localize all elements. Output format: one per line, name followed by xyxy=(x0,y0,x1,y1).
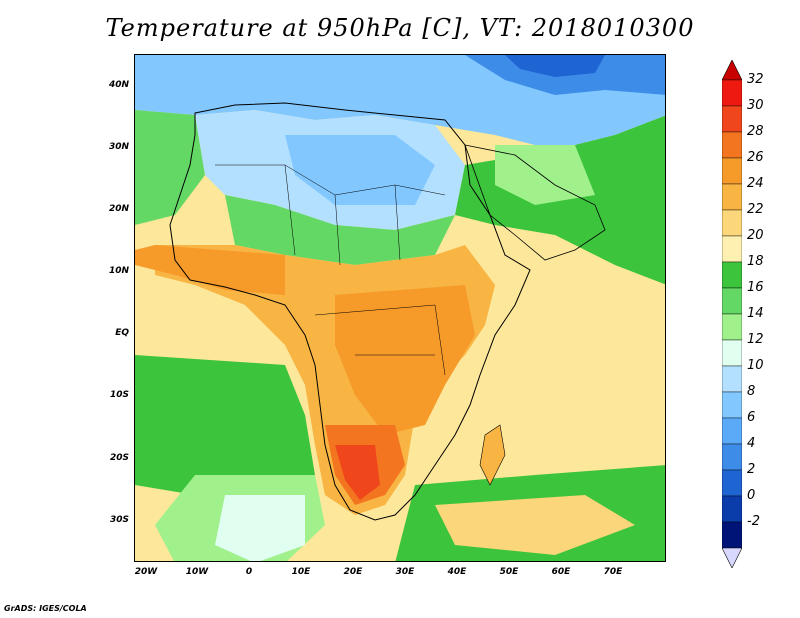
temperature-map xyxy=(134,54,666,562)
kalahari-hottest xyxy=(335,445,380,500)
colorbar-segment xyxy=(722,313,742,341)
central-hot xyxy=(335,285,475,435)
lon-label-30e: 30E xyxy=(395,567,415,577)
colorbar-segment xyxy=(722,339,742,367)
colorbar-label: 28 xyxy=(747,124,764,139)
colorbar-over-arrow xyxy=(722,60,742,81)
colorbar-label: 18 xyxy=(747,254,764,269)
south-atlantic-pale xyxy=(215,495,305,561)
lat-label-10s: 10S xyxy=(109,390,129,400)
colorbar-label: 20 xyxy=(747,228,764,243)
colorbar-label: 10 xyxy=(747,358,764,373)
colorbar xyxy=(722,60,742,568)
madagascar xyxy=(479,424,506,486)
lat-label-10n: 10N xyxy=(108,266,129,276)
colorbar-segment xyxy=(722,105,742,133)
colorbar-label: 8 xyxy=(747,384,756,399)
lon-label-10e: 10E xyxy=(291,567,311,577)
colorbar-label: 24 xyxy=(747,176,764,191)
colorbar-segment xyxy=(722,183,742,211)
lon-label-20w: 20W xyxy=(134,567,158,577)
colorbar-segment xyxy=(722,79,742,107)
colorbar-label: 16 xyxy=(747,280,764,295)
colorbar-label: 14 xyxy=(747,306,764,321)
colorbar-label: 22 xyxy=(747,202,764,217)
colorbar-segment xyxy=(722,157,742,185)
colorbar-label: 4 xyxy=(747,436,756,451)
colorbar-under-arrow xyxy=(722,547,742,568)
lat-label-30s: 30S xyxy=(109,515,129,525)
map-svg xyxy=(135,55,665,561)
atlantic-green-north xyxy=(135,110,205,225)
lon-label-50e: 50E xyxy=(499,567,519,577)
arabia-light xyxy=(495,145,595,205)
south-atlantic-green xyxy=(135,355,315,495)
lon-label-70e: 70E xyxy=(603,567,623,577)
colorbar-segment xyxy=(722,495,742,523)
arabia-coastline xyxy=(464,144,606,261)
lat-label-30n: 30N xyxy=(108,142,129,152)
colorbar-label: 32 xyxy=(747,72,764,87)
lon-label-40e: 40E xyxy=(447,567,467,577)
colorbar-segment xyxy=(722,443,742,471)
colorbar-label: 12 xyxy=(747,332,764,347)
lat-label-40n: 40N xyxy=(108,80,129,90)
lon-label-0: 0 xyxy=(245,567,253,577)
lat-label-eq: EQ xyxy=(115,328,129,338)
colorbar-label: 2 xyxy=(747,462,756,477)
colorbar-segment xyxy=(722,235,742,263)
sahel-green xyxy=(225,195,455,265)
colorbar-label: 6 xyxy=(747,410,756,425)
grads-credit: GrADS: IGES/COLA xyxy=(4,604,87,613)
lon-label-10w: 10W xyxy=(185,567,209,577)
cold-region-deep xyxy=(505,55,605,77)
colorbar-label: -2 xyxy=(747,514,760,529)
south-indian-yellow xyxy=(435,495,635,555)
lon-label-60e: 60E xyxy=(551,567,571,577)
lat-label-20n: 20N xyxy=(108,204,129,214)
west-africa-warm xyxy=(135,245,285,295)
colorbar-segment xyxy=(722,417,742,445)
colorbar-segment xyxy=(722,391,742,419)
colorbar-segment xyxy=(722,469,742,497)
colorbar-segment xyxy=(722,365,742,393)
lon-label-20e: 20E xyxy=(343,567,363,577)
colorbar-segment xyxy=(722,131,742,159)
colorbar-label: 0 xyxy=(747,488,756,503)
colorbar-segment xyxy=(722,287,742,315)
country-borders xyxy=(215,164,446,376)
lat-label-20s: 20S xyxy=(109,453,129,463)
colorbar-segment xyxy=(722,261,742,289)
colorbar-segment xyxy=(722,209,742,237)
africa-coastline xyxy=(169,102,531,521)
colorbar-label: 26 xyxy=(747,150,764,165)
colorbar-label: 30 xyxy=(747,98,764,113)
colorbar-segment xyxy=(722,521,742,549)
map-title: Temperature at 950hPa [C], VT: 201801030… xyxy=(105,14,695,42)
